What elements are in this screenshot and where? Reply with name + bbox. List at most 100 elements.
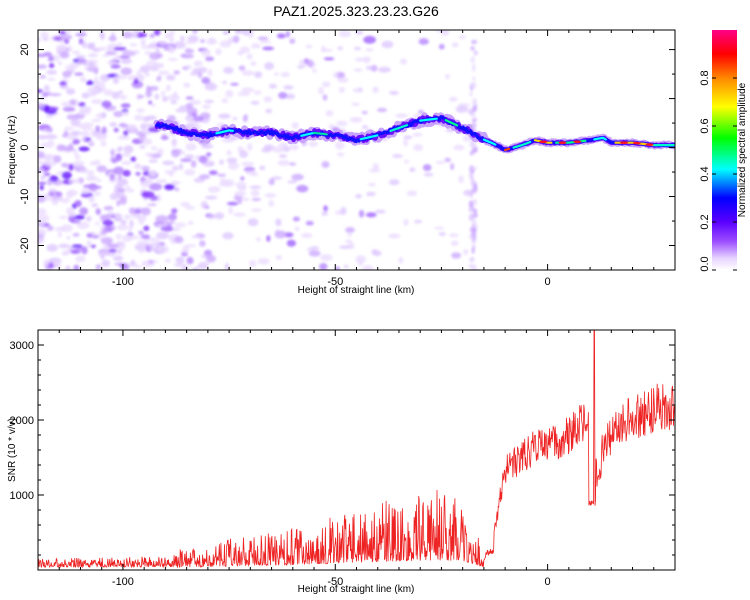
spectrogram-noise-blob: [81, 92, 90, 99]
spectrogram-noise-blob: [47, 127, 53, 133]
spectrogram-noise-blob: [320, 48, 333, 52]
spectrogram-noise-blob: [453, 144, 465, 151]
spectrogram-noise-blob: [230, 82, 239, 86]
spectrogram-noise-blob: [96, 165, 108, 173]
spectrogram-noise-blob: [79, 166, 88, 173]
spectrogram-noise-blob: [372, 163, 379, 171]
spectrogram-noise-blob: [103, 205, 114, 211]
spectrogram-noise-blob: [85, 216, 92, 222]
spectrogram-noise-blob: [392, 154, 403, 158]
spectrogram-noise-blob: [121, 152, 131, 158]
spectrogram-track-highlight: [215, 129, 234, 135]
spectrogram-noise-blob: [275, 218, 282, 227]
spectrogram-noise-blob: [48, 62, 55, 69]
spectrogram-noise-blob: [162, 160, 175, 166]
spectrogram-noise-blob: [311, 68, 317, 73]
spectrogram-noise-blob: [95, 125, 101, 132]
spectrogram-noise-blob: [199, 240, 206, 247]
spectrogram-noise-blob: [86, 233, 93, 238]
spectrogram-noise-blob: [450, 163, 455, 171]
spectrogram-noise-blob: [75, 255, 86, 263]
spectrogram-noise-blob: [58, 215, 68, 220]
spectrogram-noise-blob: [81, 247, 88, 255]
spectrogram-noise-blob: [141, 191, 155, 199]
spectrogram-noise-blob: [226, 157, 238, 164]
spectrogram-noise-blob: [120, 103, 131, 108]
spectrogram-noise-blob: [472, 213, 478, 218]
spectrogram-noise-blob: [90, 118, 102, 123]
spectrogram-noise-blob: [438, 232, 446, 237]
spectrogram-noise-blob: [120, 67, 133, 76]
spectrogram-noise-blob: [156, 148, 164, 156]
spectrogram-noise-blob: [245, 170, 257, 175]
spectrogram-noise-blob: [287, 180, 298, 184]
spectrogram-noise-blob: [296, 65, 305, 69]
snr-x-ticks: -100 -50 0: [37, 330, 676, 588]
spectrogram-noise-blob: [343, 264, 349, 269]
spectrogram-noise-blob: [180, 202, 191, 207]
spectrogram-noise-blob: [323, 205, 328, 212]
spectrogram-noise-blob: [347, 232, 353, 237]
spectrogram-noise-blob: [79, 207, 89, 215]
spectrogram-noise-blob: [63, 249, 71, 256]
spectrogram-noise-blob: [363, 35, 377, 44]
spectrogram-noise-blob: [171, 149, 181, 158]
spectrogram-noise-blob: [321, 81, 331, 88]
spectrogram-noise-blob: [336, 120, 348, 127]
spectrogram-noise-blob: [374, 209, 386, 214]
spectrogram-noise-blob: [149, 245, 154, 252]
spectrogram-noise-blob: [61, 101, 72, 108]
colorbar-ticks: 0.0 0.2 0.4 0.6 0.8: [699, 70, 737, 272]
snr-y-tick-label: 3000: [10, 340, 34, 352]
spectrogram-peak-mark: [558, 141, 567, 144]
spectrogram-noise-blob: [468, 108, 475, 116]
spectrogram-noise-blob: [232, 116, 238, 121]
spectrogram-noise-blob: [318, 86, 324, 95]
spectrogram-noise-blob: [156, 231, 170, 240]
spectrogram-noise-blob: [292, 216, 301, 222]
spectrogram-noise-blob: [251, 43, 261, 49]
spectrogram-noise-blob: [80, 137, 87, 141]
spectrogram-noise-blob: [471, 40, 478, 44]
spectrogram-noise-blob: [335, 266, 340, 270]
spectrogram-noise-blob: [239, 150, 249, 158]
spectrogram-noise-blob: [219, 159, 224, 165]
spectrogram-noise-blob: [151, 103, 157, 107]
spectrogram-noise-blob: [181, 246, 190, 253]
spectrogram-noise-blob: [40, 31, 49, 39]
spectrogram-noise-blob: [185, 205, 196, 210]
spectrogram-noise-blob: [470, 46, 475, 51]
spectrogram-noise-blob: [363, 55, 371, 64]
spectrogram-peak-mark: [620, 141, 629, 144]
spectrogram-noise-blob: [259, 40, 272, 44]
spectrogram-noise-blob: [340, 206, 347, 215]
spectrogram-noise-blob: [76, 221, 90, 230]
spectrogram-noise-blob: [200, 201, 208, 209]
spectrogram-noise-blob: [185, 143, 197, 151]
spectrogram-noise-blob: [319, 263, 328, 270]
spectrogram-noise-blob: [471, 257, 475, 261]
spectrogram-noise-blob: [134, 163, 143, 170]
spectrogram-noise-blob: [268, 83, 277, 89]
spectrogram-noise-blob: [73, 148, 78, 156]
spectrogram-noise-blob: [107, 243, 120, 249]
spectrogram-noise-blob: [75, 123, 85, 129]
spectrogram-noise-blob: [57, 61, 63, 66]
spectrogram-track-highlight: [444, 119, 459, 127]
spectrogram-noise-blob: [289, 143, 299, 151]
spectrogram-noise-blob: [254, 71, 263, 79]
spectrogram-noise-blob: [46, 77, 56, 81]
spectrogram-noise-blob: [242, 115, 248, 123]
spectrogram-noise-blob: [138, 230, 144, 235]
spectrogram-noise-blob: [73, 214, 85, 220]
spectrogram-noise-blob: [118, 90, 123, 94]
spectrogram-noise-blob: [155, 215, 169, 223]
spectrogram-noise-blob: [413, 219, 423, 224]
spectrogram-noise-blob: [168, 171, 174, 177]
spectrogram-noise-blob: [337, 77, 349, 83]
spectrogram-noise-blob: [170, 100, 178, 105]
spectrogram-noise-blob: [139, 145, 146, 149]
spectrogram-noise-blob: [291, 173, 304, 181]
spectrogram-noise-blob: [116, 178, 129, 186]
